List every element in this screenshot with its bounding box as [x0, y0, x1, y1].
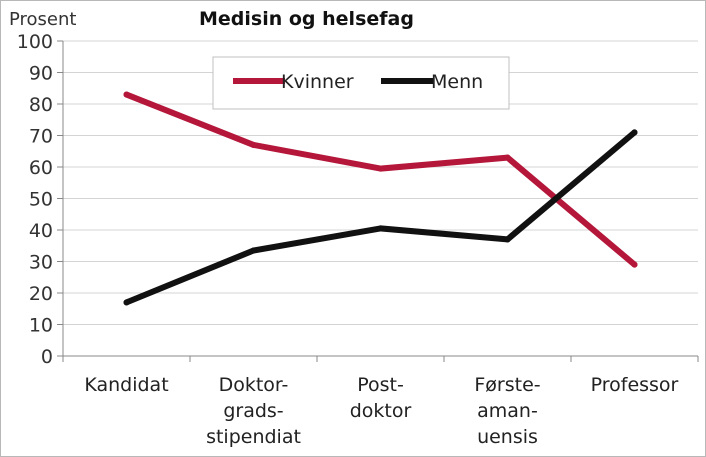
x-tick-label: Post-doktor [350, 374, 412, 422]
y-tick-label: 0 [41, 346, 53, 368]
x-tick-label: Professor [591, 374, 679, 396]
data-point [123, 91, 130, 98]
y-tick-label: 60 [29, 157, 53, 179]
y-tick-label: 100 [17, 31, 53, 53]
legend-label-kvinner: Kvinner [281, 71, 354, 93]
y-axis-label: Prosent [9, 9, 76, 30]
y-tick-label: 10 [29, 315, 53, 337]
y-tick-label: 50 [29, 189, 53, 211]
data-point [631, 129, 638, 136]
data-point [377, 165, 384, 172]
data-point [377, 225, 384, 232]
y-tick-labels: 0 10 20 30 40 50 60 70 80 90 100 [17, 31, 53, 368]
x-tick-label: Doktor-grads-stipendiat [206, 374, 301, 448]
legend: Kvinner Menn [212, 56, 510, 110]
series-line-kvinner [123, 91, 638, 268]
x-tick-labels: Kandidat Doktor-grads-stipendiat Post-dokt… [84, 374, 678, 448]
axes [62, 41, 699, 362]
y-tick-label: 40 [29, 220, 53, 242]
x-tick-label: Første-aman-uensis [474, 374, 540, 448]
y-tick-label: 20 [29, 283, 53, 305]
y-tick-label: 80 [29, 94, 53, 116]
data-point [504, 236, 511, 243]
x-tick-label: Kandidat [84, 374, 168, 396]
y-tick-label: 90 [29, 63, 53, 85]
data-point [504, 154, 511, 161]
series-line-menn [123, 129, 638, 306]
y-tick-label: 30 [29, 252, 53, 274]
data-point [250, 247, 257, 254]
data-point [123, 299, 130, 306]
y-tick-label: 70 [29, 126, 53, 148]
data-point [631, 261, 638, 268]
chart-title: Medisin og helsefag [199, 8, 414, 30]
series-lines [123, 91, 638, 306]
data-point [250, 141, 257, 148]
legend-label-menn: Menn [431, 71, 483, 93]
